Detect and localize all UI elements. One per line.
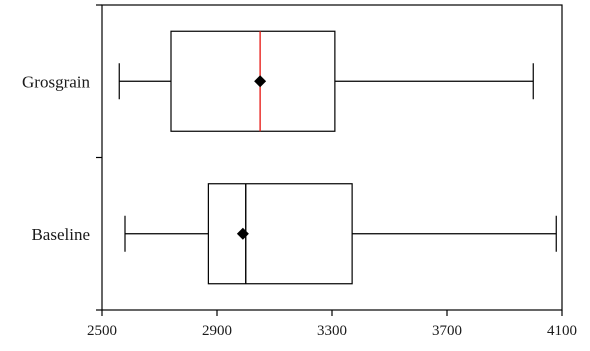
x-tick-label: 2500 xyxy=(87,323,117,339)
box-grosgrain xyxy=(118,30,534,132)
y-category-label: Grosgrain xyxy=(22,72,90,91)
axis-ticks xyxy=(96,4,563,316)
y-category-label: Baseline xyxy=(31,225,90,244)
mean-marker xyxy=(254,75,267,88)
x-tick-label: 3700 xyxy=(432,323,462,339)
box-baseline xyxy=(124,183,557,285)
box-series xyxy=(118,30,557,285)
box-iqr xyxy=(207,183,353,285)
x-tick-label: 3300 xyxy=(317,323,347,339)
x-tick-label: 4100 xyxy=(547,323,577,339)
mean-marker xyxy=(236,227,249,240)
x-tick-label: 2900 xyxy=(202,323,232,339)
box-iqr xyxy=(170,30,336,132)
axis-labels: 2500 2900 3300 3700 4100 Grosgrain Baseline xyxy=(22,72,577,339)
